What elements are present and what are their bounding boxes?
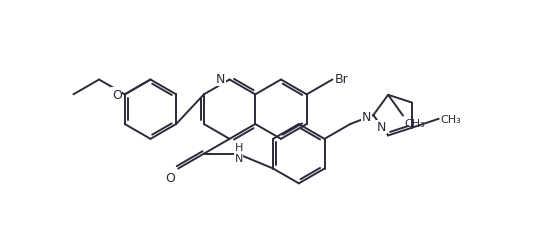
Text: O: O bbox=[165, 171, 175, 184]
Text: O: O bbox=[112, 88, 122, 102]
Text: N: N bbox=[377, 121, 386, 134]
Text: N: N bbox=[362, 110, 371, 123]
Text: N: N bbox=[216, 73, 226, 86]
Text: Br: Br bbox=[334, 73, 348, 86]
Text: CH₃: CH₃ bbox=[404, 118, 425, 128]
Text: CH₃: CH₃ bbox=[440, 114, 461, 124]
Text: H
N: H N bbox=[235, 142, 243, 164]
